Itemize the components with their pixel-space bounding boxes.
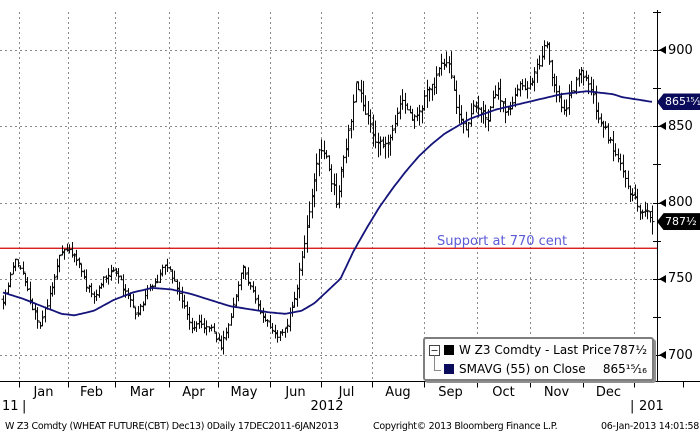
year-label-2013-clipped: 201 bbox=[639, 399, 664, 414]
y-axis-label-900: 900 bbox=[659, 42, 693, 58]
y-axis-label-850: 850 bbox=[659, 118, 693, 134]
tick-pointer-icon bbox=[659, 351, 666, 359]
x-tick-label-feb: Feb bbox=[79, 385, 104, 400]
legend-row-last-price[interactable]: W Z3 Comdty - Last Price 787¹⁄₂ bbox=[444, 340, 647, 359]
legend-label: W Z3 Comdty - Last Price bbox=[459, 342, 612, 357]
legend-tree-toggle-icon[interactable] bbox=[428, 343, 444, 377]
last-price-tag: 787¹⁄₂ bbox=[657, 213, 700, 231]
legend-value: 865¹⁵⁄₁₆ bbox=[602, 361, 647, 376]
x-tick-label-jun: Jun bbox=[285, 385, 306, 400]
sma-value-tag: 865¹⁵⁄₁₆ bbox=[657, 93, 700, 111]
legend-row-smavg[interactable]: SMAVG (55) on Close 865¹⁵⁄₁₆ bbox=[444, 359, 647, 378]
smavg-swatch bbox=[444, 363, 454, 374]
x-tick-label-jan: Jan bbox=[33, 385, 54, 400]
x-tick-label-aug: Aug bbox=[385, 385, 411, 400]
legend-box: W Z3 Comdty - Last Price 787¹⁄₂ SMAVG (5… bbox=[423, 337, 654, 381]
gridlines bbox=[0, 12, 658, 382]
tick-pointer-icon bbox=[659, 198, 666, 207]
footer-chart-descriptor: W Z3 Comdty (WHEAT FUTURE(CBT) Dec13) 0D… bbox=[5, 421, 339, 432]
x-tick-label-nov: Nov bbox=[543, 385, 570, 400]
x-tick-label-sep: Sep bbox=[438, 385, 463, 400]
footer-timestamp: 06-Jan-2013 14:01:58 bbox=[601, 421, 699, 432]
tick-pointer-icon bbox=[659, 46, 666, 54]
y-axis-label-800: 800 bbox=[659, 195, 693, 211]
year-separator-left: | bbox=[22, 399, 27, 414]
price-bars-series bbox=[1, 40, 655, 355]
footer-copyright: Copyright© 2013 Bloomberg Finance L.P. bbox=[373, 421, 558, 432]
legend-label: SMAVG (55) on Close bbox=[459, 361, 586, 376]
tick-pointer-icon bbox=[659, 274, 666, 283]
y-axis-label-700: 700 bbox=[659, 347, 693, 363]
x-tick-label-apr: Apr bbox=[182, 385, 205, 400]
x-tick-label-dec: Dec bbox=[595, 385, 622, 400]
support-annotation-label: Support at 770 cent bbox=[437, 234, 568, 249]
last-price-swatch bbox=[444, 344, 454, 355]
year-separator-right: | bbox=[630, 399, 635, 414]
sma-line bbox=[2, 90, 653, 317]
y-axis-label-750: 750 bbox=[659, 271, 693, 287]
x-tick-label-jul: Jul bbox=[338, 385, 355, 400]
x-tick-label-mar: Mar bbox=[129, 385, 155, 400]
tick-pointer-icon bbox=[659, 122, 666, 131]
legend-value: 787¹⁄₂ bbox=[612, 342, 647, 357]
x-tick-label-may: May bbox=[230, 385, 258, 400]
x-tick-label-oct: Oct bbox=[492, 385, 515, 400]
axes bbox=[0, 10, 700, 388]
year-label-2011-clipped: 11 bbox=[2, 399, 19, 414]
year-label-2012: 2012 bbox=[310, 399, 344, 414]
